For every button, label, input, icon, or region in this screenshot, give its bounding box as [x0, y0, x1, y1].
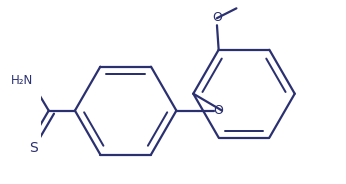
Text: O: O: [212, 11, 222, 24]
Text: H₂N: H₂N: [11, 74, 34, 87]
Text: O: O: [213, 104, 223, 117]
Text: S: S: [29, 141, 38, 155]
